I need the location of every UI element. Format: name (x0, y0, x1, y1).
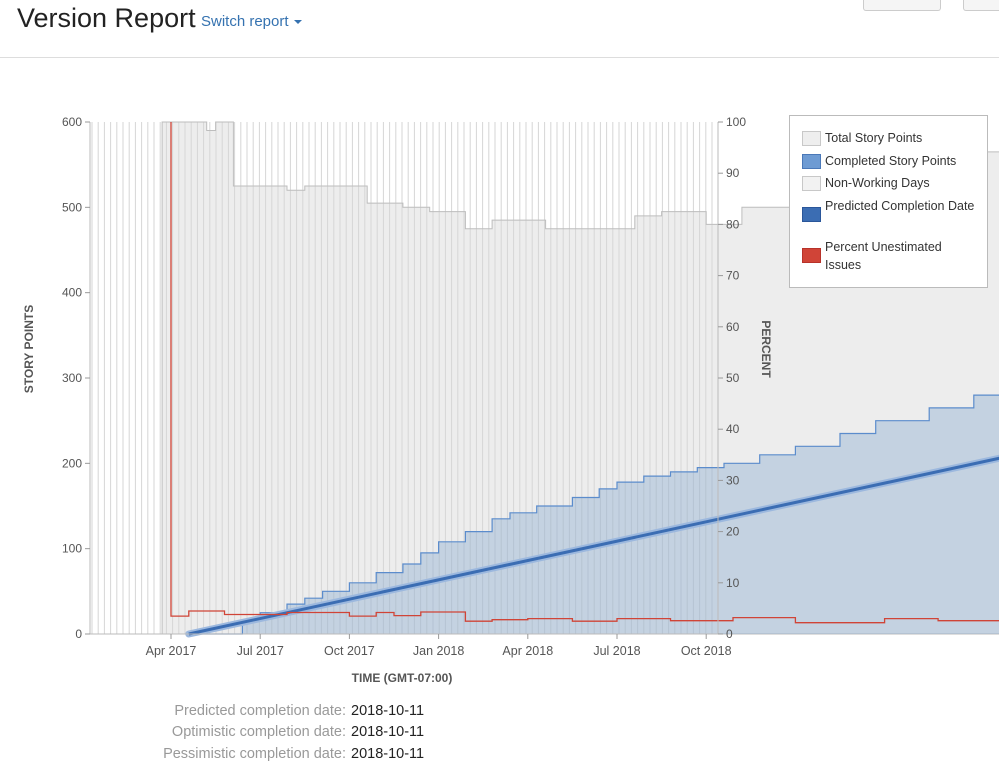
date-value: 2018-10-11 (351, 724, 425, 740)
legend-label: Predicted Completion Date (825, 199, 975, 213)
y2-tick-label: 70 (726, 269, 740, 283)
y2-tick-label: 40 (726, 422, 740, 436)
y2-tick-label: 10 (726, 576, 740, 590)
legend-label: Non-Working Days (825, 176, 930, 190)
page-title: Version Report (17, 3, 196, 33)
y2-tick-label: 50 (726, 371, 740, 385)
switch-report-label: Switch report (201, 13, 289, 30)
completed-story-points-area (188, 395, 999, 634)
y2-tick-label: 0 (726, 627, 733, 641)
x-tick-label: Apr 2017 (146, 644, 197, 658)
legend-swatch (802, 154, 821, 169)
header-button[interactable] (863, 0, 941, 11)
y2-tick-label: 80 (726, 217, 740, 231)
y-tick-label: 500 (62, 200, 82, 214)
predicted-completion-line (188, 456, 999, 636)
y2-tick-label: 100 (726, 115, 746, 129)
page-header: Version Report Switch report (0, 0, 999, 58)
chevron-down-icon (293, 20, 302, 25)
date-value: 2018-10-11 (351, 703, 425, 719)
y-tick-label: 100 (62, 542, 82, 556)
x-tick-label: Jul 2018 (593, 644, 640, 658)
date-label: Pessimistic completion date: (163, 746, 346, 762)
legend-label: Completed Story Points (825, 154, 957, 168)
x-tick-label: Oct 2017 (324, 644, 375, 658)
x-tick-label: Apr 2018 (502, 644, 553, 658)
legend-swatch (802, 207, 821, 222)
y2-tick-label: 90 (726, 166, 740, 180)
y-tick-label: 600 (62, 115, 82, 129)
date-row: Optimistic completion date: 2018-10-11 (0, 724, 440, 744)
y-tick-label: 200 (62, 456, 82, 470)
switch-report-link[interactable]: Switch report (201, 13, 302, 30)
date-label: Optimistic completion date: (171, 724, 346, 740)
legend-swatch (802, 131, 821, 146)
x-tick-label: Oct 2018 (681, 644, 732, 658)
legend-label: Total Story Points (825, 131, 923, 145)
y-tick-label: 400 (62, 286, 82, 300)
y-tick-label: 0 (75, 627, 82, 641)
x-axis-title: TIME (GMT-07:00) (352, 671, 453, 685)
legend-swatch (802, 248, 821, 263)
legend-label: Percent Unestimated Issues (825, 240, 942, 272)
y2-tick-label: 30 (726, 473, 740, 487)
x-tick-label: Jan 2018 (413, 644, 464, 658)
y-axis-title: STORY POINTS (22, 305, 36, 393)
chart-legend: Total Story Points Completed Story Point… (789, 115, 988, 288)
date-label: Predicted completion date: (174, 703, 346, 719)
version-report-chart: Today01002003004005006000102030405060708… (22, 115, 999, 685)
y2-tick-label: 60 (726, 320, 740, 334)
y2-tick-label: 20 (726, 525, 740, 539)
date-row: Pessimistic completion date: 2018-10-11 (0, 746, 440, 766)
y-tick-label: 300 (62, 371, 82, 385)
y2-axis-title: PERCENT (759, 320, 773, 378)
header-button[interactable] (963, 0, 999, 11)
x-tick-label: Jul 2017 (237, 644, 284, 658)
legend-swatch (802, 176, 821, 191)
date-value: 2018-10-11 (351, 746, 425, 762)
date-row: Predicted completion date: 2018-10-11 (0, 703, 440, 723)
percent-unestimated-line (170, 122, 999, 624)
completed-story-points-line (188, 394, 999, 635)
